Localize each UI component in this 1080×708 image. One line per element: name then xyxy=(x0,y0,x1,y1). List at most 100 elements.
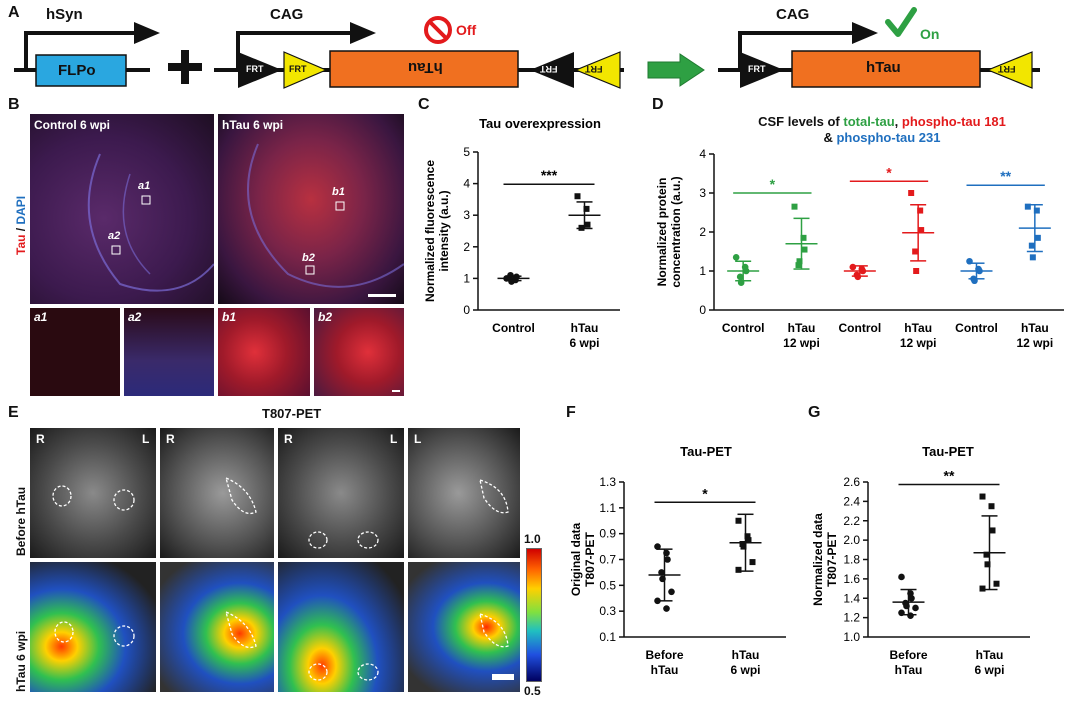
y-tick-label: 0.3 xyxy=(599,604,616,618)
x-tick-label: 12 wpi xyxy=(1016,336,1053,350)
promoter-hsyn: hSyn xyxy=(46,6,83,23)
panel-label-a: A xyxy=(8,4,20,21)
y-axis-label: Original data xyxy=(569,523,583,597)
title-part: phospho-tau 231 xyxy=(836,130,940,145)
chart-f: 0.1 0.3 0.5 0.7 0.9 1.1 1.3 Original data T807-P… xyxy=(569,444,786,677)
y-axis-label: Normalized protein xyxy=(655,178,669,287)
frt-label: FRT xyxy=(585,64,603,74)
y-tick-label: 0 xyxy=(463,303,470,317)
data-point xyxy=(917,207,924,214)
colorbar-max: 1.0 xyxy=(524,532,541,546)
y-axis-label: T807-PET xyxy=(825,531,839,586)
y-tick-label: 1.2 xyxy=(843,611,860,625)
y-tick-label: 0 xyxy=(699,303,706,317)
pet-image xyxy=(160,562,274,692)
data-point xyxy=(735,566,742,573)
y-tick-label: 1.0 xyxy=(843,630,860,644)
data-point xyxy=(1024,203,1031,210)
r-label: R xyxy=(284,432,293,446)
y-tick-label: 0.9 xyxy=(599,527,616,541)
chart-g: 1.0 1.2 1.4 1.6 1.8 2.0 2.2 2.4 2.6 Normalized da… xyxy=(811,444,1030,677)
data-point xyxy=(664,556,671,563)
roi-outline xyxy=(52,485,135,511)
inset-a2-label: a2 xyxy=(128,310,142,324)
y-axis-label: Normalized fluorescence xyxy=(423,160,437,302)
chart-title: CSF levels of total-tau, phospho-tau 181 xyxy=(758,114,1006,129)
x-tick-label: hTau xyxy=(976,648,1004,662)
inset-b1-image: b1 xyxy=(218,308,310,396)
significance-label: * xyxy=(886,164,892,180)
y-tick-label: 0.7 xyxy=(599,553,616,567)
y-axis-label: intensity (a.u.) xyxy=(437,190,451,271)
panel-label-c: C xyxy=(418,96,430,113)
data-point xyxy=(913,268,920,274)
panel-label-e: E xyxy=(8,404,19,421)
y-tick-label: 1 xyxy=(699,264,706,278)
y-axis-label: T807-PET xyxy=(583,531,597,586)
x-tick-label: hTau xyxy=(904,321,932,335)
significance-label: *** xyxy=(541,167,558,183)
title-part: , xyxy=(895,114,902,129)
y-tick-label: 1.3 xyxy=(599,475,616,489)
x-tick-label: hTau xyxy=(732,648,760,662)
title-part: total-tau xyxy=(843,114,894,129)
data-point xyxy=(849,263,857,271)
data-point xyxy=(898,573,905,581)
y-tick-label: 3 xyxy=(699,186,706,200)
y-tick-label: 2.2 xyxy=(843,514,860,528)
data-point xyxy=(984,561,991,568)
x-tick-label: Control xyxy=(722,321,765,335)
x-tick-label: Control xyxy=(492,321,535,335)
roi-outline xyxy=(225,610,257,649)
data-point xyxy=(1033,207,1040,214)
data-point xyxy=(663,605,670,612)
roi-outline xyxy=(479,479,509,514)
data-point xyxy=(801,246,808,253)
off-label: Off xyxy=(456,22,477,38)
inset-a2-image: a2 xyxy=(124,308,214,396)
htau-label: hTau 6 wpi xyxy=(222,118,284,132)
pet-image: R L xyxy=(278,428,404,558)
y-tick-label: 2.6 xyxy=(843,475,860,489)
data-point xyxy=(912,604,919,612)
roi-outline xyxy=(54,621,135,647)
promoter-cag-off: CAG xyxy=(270,6,304,23)
y-tick-label: 4 xyxy=(463,177,470,191)
x-tick-label: 6 wpi xyxy=(730,663,760,677)
data-point xyxy=(800,234,807,241)
data-point xyxy=(584,221,591,228)
data-point xyxy=(736,273,744,281)
y-tick-label: 2 xyxy=(699,225,706,239)
data-point xyxy=(574,193,581,200)
x-tick-label: hTau xyxy=(788,321,816,335)
panel-label-g: G xyxy=(808,404,821,421)
panel-label-b: B xyxy=(8,96,20,113)
significance-label: ** xyxy=(944,468,955,484)
l-label: L xyxy=(142,432,150,446)
frt-label: FRT xyxy=(246,64,264,74)
l-label: L xyxy=(414,432,422,446)
x-tick-label: 6 wpi xyxy=(974,663,1004,677)
inset-marker-b2: b2 xyxy=(302,252,315,264)
x-tick-label: Control xyxy=(839,321,882,335)
roi-outline xyxy=(479,613,514,680)
x-tick-label: 12 wpi xyxy=(900,336,937,350)
frt-label: FRT xyxy=(540,64,558,74)
htau-label: hTau xyxy=(866,59,901,76)
y-tick-label: 1.8 xyxy=(843,553,860,567)
chart-title: Tau overexpression xyxy=(479,116,601,131)
frt-label: FRT xyxy=(748,64,766,74)
data-point xyxy=(908,594,915,602)
data-point xyxy=(1028,242,1035,249)
x-tick-label: hTau xyxy=(571,321,599,335)
control-label: Control 6 wpi xyxy=(34,118,110,132)
data-point xyxy=(979,585,986,592)
data-point xyxy=(989,527,996,534)
roi-outline xyxy=(225,476,257,515)
control-brain-svg xyxy=(87,153,214,292)
y-tick-label: 0.1 xyxy=(599,630,616,644)
significance-label: * xyxy=(702,485,708,501)
title-part: phospho-tau 181 xyxy=(902,114,1006,129)
data-point xyxy=(795,262,802,269)
